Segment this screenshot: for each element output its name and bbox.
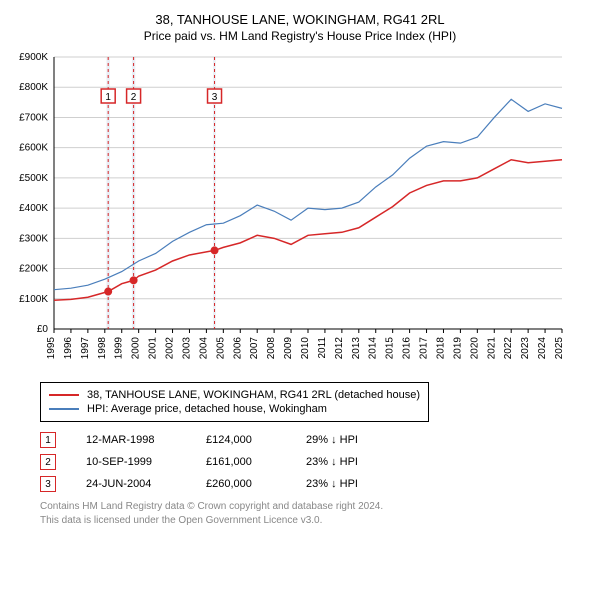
svg-text:2014: 2014	[368, 337, 379, 360]
legend: 38, TANHOUSE LANE, WOKINGHAM, RG41 2RL (…	[40, 382, 429, 422]
table-row: 2 10-SEP-1999 £161,000 23% ↓ HPI	[40, 454, 590, 470]
svg-text:£100K: £100K	[19, 294, 48, 305]
svg-text:2024: 2024	[537, 337, 548, 360]
table-row: 3 24-JUN-2004 £260,000 23% ↓ HPI	[40, 476, 590, 492]
svg-text:1996: 1996	[63, 337, 74, 360]
legend-row: HPI: Average price, detached house, Woki…	[49, 403, 420, 415]
svg-text:1: 1	[105, 92, 111, 103]
svg-text:£500K: £500K	[19, 173, 48, 184]
transaction-price: £260,000	[206, 478, 276, 490]
footer-line-2: This data is licensed under the Open Gov…	[40, 514, 590, 528]
svg-text:2018: 2018	[435, 337, 446, 360]
svg-text:2006: 2006	[232, 337, 243, 360]
transaction-marker-box: 3	[40, 476, 56, 492]
svg-text:2020: 2020	[469, 337, 480, 360]
svg-text:2017: 2017	[419, 337, 430, 360]
page-title: 38, TANHOUSE LANE, WOKINGHAM, RG41 2RL	[10, 12, 590, 27]
legend-label: 38, TANHOUSE LANE, WOKINGHAM, RG41 2RL (…	[87, 389, 420, 401]
svg-text:£300K: £300K	[19, 233, 48, 244]
svg-text:2003: 2003	[181, 337, 192, 360]
svg-text:1999: 1999	[114, 337, 125, 360]
table-row: 1 12-MAR-1998 £124,000 29% ↓ HPI	[40, 432, 590, 448]
svg-text:1998: 1998	[97, 337, 108, 360]
svg-text:2004: 2004	[198, 337, 209, 360]
svg-text:2022: 2022	[503, 337, 514, 360]
svg-text:2015: 2015	[385, 337, 396, 360]
transaction-price: £161,000	[206, 456, 276, 468]
transaction-diff: 23% ↓ HPI	[306, 478, 386, 490]
svg-text:2007: 2007	[249, 337, 260, 360]
svg-text:2013: 2013	[351, 337, 362, 360]
svg-text:2012: 2012	[334, 337, 345, 360]
page-subtitle: Price paid vs. HM Land Registry's House …	[10, 29, 590, 43]
transaction-diff: 23% ↓ HPI	[306, 456, 386, 468]
svg-text:£900K: £900K	[19, 52, 48, 63]
svg-text:2000: 2000	[131, 337, 142, 360]
svg-text:£600K: £600K	[19, 143, 48, 154]
price-chart: £0 £100K £200K £300K £400K £500K £600K £700K £80…	[10, 51, 590, 374]
svg-text:£200K: £200K	[19, 264, 48, 275]
transaction-marker-box: 1	[40, 432, 56, 448]
svg-text:2019: 2019	[452, 337, 463, 360]
legend-swatch	[49, 394, 79, 396]
svg-text:£0: £0	[37, 324, 49, 335]
svg-text:2009: 2009	[283, 337, 294, 360]
svg-text:2002: 2002	[165, 337, 176, 360]
svg-text:2025: 2025	[554, 337, 565, 360]
svg-text:3: 3	[212, 92, 218, 103]
svg-text:£800K: £800K	[19, 82, 48, 93]
transaction-diff: 29% ↓ HPI	[306, 434, 386, 446]
transactions-table: 1 12-MAR-1998 £124,000 29% ↓ HPI 2 10-SEP-199…	[40, 432, 590, 492]
svg-text:2010: 2010	[300, 337, 311, 360]
footer: Contains HM Land Registry data © Crown c…	[40, 500, 590, 528]
svg-text:1995: 1995	[46, 337, 57, 360]
svg-text:2: 2	[131, 92, 137, 103]
svg-text:2021: 2021	[486, 337, 497, 360]
svg-text:2023: 2023	[520, 337, 531, 360]
svg-text:2001: 2001	[148, 337, 159, 360]
svg-text:1997: 1997	[80, 337, 91, 360]
svg-text:£400K: £400K	[19, 203, 48, 214]
svg-text:2016: 2016	[402, 337, 413, 360]
transaction-marker-box: 2	[40, 454, 56, 470]
svg-text:2011: 2011	[317, 337, 328, 359]
transaction-date: 24-JUN-2004	[86, 478, 176, 490]
legend-label: HPI: Average price, detached house, Woki…	[87, 403, 327, 415]
svg-text:2005: 2005	[215, 337, 226, 360]
transaction-price: £124,000	[206, 434, 276, 446]
svg-text:£700K: £700K	[19, 112, 48, 123]
transaction-date: 10-SEP-1999	[86, 456, 176, 468]
svg-text:2008: 2008	[266, 337, 277, 360]
legend-row: 38, TANHOUSE LANE, WOKINGHAM, RG41 2RL (…	[49, 389, 420, 401]
chart-svg: £0 £100K £200K £300K £400K £500K £600K £700K £80…	[10, 51, 570, 371]
footer-line-1: Contains HM Land Registry data © Crown c…	[40, 500, 590, 514]
transaction-date: 12-MAR-1998	[86, 434, 176, 446]
legend-swatch	[49, 408, 79, 410]
